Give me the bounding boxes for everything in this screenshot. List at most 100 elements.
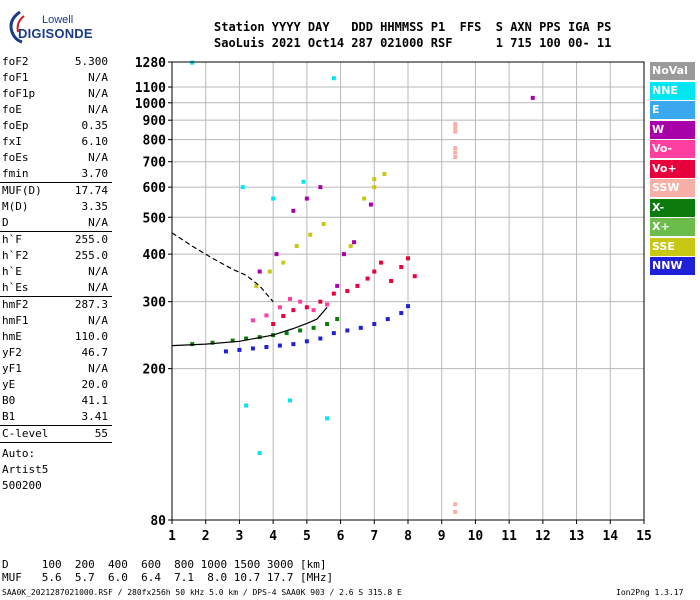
legend-item-noval: NoVal [650, 62, 695, 80]
param-value: N/A [88, 87, 108, 100]
echo-point [284, 331, 289, 336]
param-value: 255.0 [74, 233, 108, 246]
echo-point [372, 322, 377, 327]
x-tick-label: 4 [269, 529, 277, 544]
echo-point [304, 339, 309, 344]
echo-point [318, 336, 323, 341]
echo-point [453, 502, 458, 507]
param-name: foF1p [2, 87, 36, 100]
echo-point [331, 291, 336, 296]
echo-point [406, 304, 410, 309]
echo-point [325, 302, 330, 307]
param-row: hmF1 N/A [0, 313, 112, 329]
echo-point [335, 283, 340, 288]
param-value: 46.7 [81, 346, 109, 359]
echo-point [530, 95, 535, 100]
param-name: MUF(D) [2, 184, 42, 197]
legend-item-vo-: Vo+ [650, 159, 695, 178]
legend-item-e: E [650, 101, 695, 119]
autoscaling-line: 500200 [2, 479, 42, 492]
legend-item-nne: NNE [650, 81, 695, 100]
legend-item-x-: X- [650, 198, 695, 217]
param-value: N/A [88, 103, 108, 116]
param-name: foE [2, 103, 22, 116]
legend-item-sse: SSE [650, 237, 695, 256]
param-value: N/A [88, 265, 108, 278]
y-tick-label: 700 [143, 156, 167, 171]
param-row: MUF(D) 17.74 [0, 183, 112, 199]
dashed-profile-curve [171, 232, 274, 303]
param-name: h`F [2, 233, 22, 246]
echo-point [389, 278, 394, 283]
param-row: h`E N/A [0, 264, 112, 280]
echo-point [264, 344, 269, 349]
y-tick-label: 300 [143, 296, 167, 311]
x-tick-label: 1 [168, 529, 176, 544]
header-row1: Station YYYY DAY DDD HHMMSS P1 FFS S AXN… [214, 20, 612, 34]
x-tick-label: 3 [236, 529, 244, 544]
echo-point [277, 305, 282, 310]
y-tick-label: 200 [143, 363, 167, 378]
echo-point [325, 416, 330, 421]
echo-point [362, 196, 367, 201]
param-row: foE N/A [0, 102, 112, 118]
echo-point [406, 256, 410, 261]
echo-point [341, 252, 346, 257]
echo-point [291, 342, 296, 347]
param-name: h`Es [2, 281, 29, 294]
param-row: B0 41.1 [0, 393, 112, 409]
echo-point [399, 265, 404, 270]
echo-point [372, 269, 377, 274]
param-name: yF1 [2, 362, 22, 375]
distance-row: D 100 200 400 600 800 1000 1500 3000 [km… [2, 558, 327, 571]
x-tick-label: 14 [602, 529, 618, 544]
echo-point [311, 325, 316, 330]
x-tick-label: 10 [468, 529, 484, 544]
param-row: D N/A [0, 215, 112, 232]
echo-point [254, 283, 259, 288]
echo-point [379, 260, 384, 265]
grid [171, 61, 645, 521]
param-name: hmF1 [2, 314, 29, 327]
echo-point [304, 196, 309, 201]
y-tick-label: 80 [150, 514, 166, 529]
param-value: 55 [94, 427, 108, 440]
echo-point [257, 451, 262, 456]
footer-file-info: SAA0K_2021287021000.RSF / 280fx256h 50 k… [2, 588, 402, 597]
scaled-parameters: foF2 5.300 foF1 N/A foF1p N/A foE N/A foEp 0.35 fx… [0, 54, 112, 443]
echo-point [298, 328, 303, 333]
echo-point [335, 317, 340, 322]
echo-point [318, 185, 323, 190]
echo-point [250, 346, 255, 351]
param-row: foF1 N/A [0, 70, 112, 86]
param-row: hmF2 287.3 [0, 297, 112, 313]
param-name: B1 [2, 410, 16, 423]
echo-point [453, 129, 458, 134]
echo-point [453, 146, 458, 151]
param-row: C-level 55 [0, 426, 112, 443]
x-tick-label: 6 [337, 529, 345, 544]
echo-point [453, 150, 458, 155]
logo-line1: Lowell [42, 14, 74, 26]
x-tick-label: 7 [370, 529, 378, 544]
echo-point [291, 308, 296, 313]
echo-point [237, 347, 242, 352]
echo-point [294, 244, 299, 249]
legend-item-nnw: NNW [650, 257, 695, 275]
param-value: N/A [88, 281, 108, 294]
param-name: B0 [2, 394, 16, 407]
param-value: 110.0 [74, 330, 108, 343]
echo-point [250, 318, 255, 323]
param-value: 3.41 [81, 410, 109, 423]
param-value: 17.74 [74, 184, 108, 197]
param-value: N/A [88, 216, 108, 229]
param-row: foF2 5.300 [0, 54, 112, 70]
param-name: hmF2 [2, 298, 29, 311]
param-value: N/A [88, 71, 108, 84]
param-name: M(D) [2, 200, 29, 213]
y-tick-label: 900 [143, 114, 167, 129]
echo-point [348, 244, 353, 249]
echo-point [274, 252, 279, 257]
fit-curves [171, 232, 328, 347]
echo-point [372, 177, 377, 182]
